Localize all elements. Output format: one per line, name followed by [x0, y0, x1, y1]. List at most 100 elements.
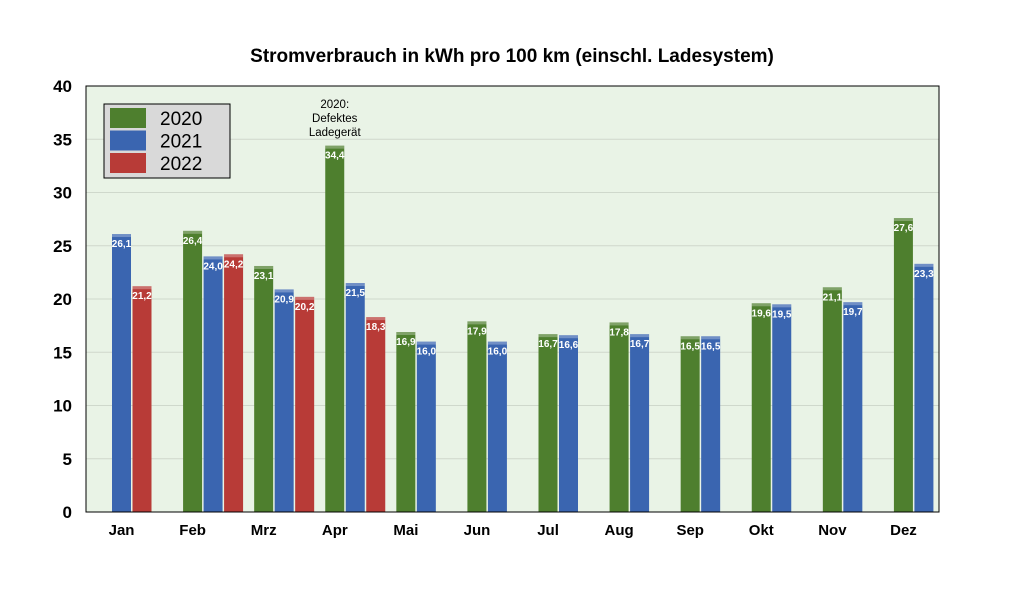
bar-highlight	[183, 230, 203, 234]
data-label: 16,5	[680, 341, 700, 352]
bar-highlight	[680, 336, 700, 340]
plot-frame	[85, 85, 940, 513]
data-label: 34,4	[325, 151, 345, 162]
bar-highlight	[487, 341, 507, 345]
bar-2022-Mrz	[295, 296, 315, 512]
bar-highlight	[467, 321, 487, 325]
bar-highlight	[701, 336, 721, 340]
x-tick-label-feb: Feb	[179, 522, 206, 539]
data-label: 20,9	[274, 294, 294, 305]
bar-2021-Nov	[843, 302, 863, 512]
data-label: 24,2	[224, 259, 244, 270]
x-tick-label-dez: Dez	[890, 522, 917, 539]
bar-highlight	[843, 302, 863, 306]
bar-2021-Aug	[630, 334, 650, 512]
bar-2021-Feb	[203, 256, 223, 512]
data-label: 19,7	[843, 307, 863, 318]
y-tick-label: 10	[53, 397, 72, 416]
data-label: 16,7	[630, 339, 650, 350]
bar-highlight	[112, 234, 131, 238]
y-tick-label: 0	[63, 503, 72, 522]
bar-2020-Dez	[893, 218, 913, 512]
bar-highlight	[630, 334, 650, 338]
bar-2020-Jul	[538, 334, 558, 512]
x-tick-label-okt: Okt	[749, 522, 774, 539]
data-label: 16,6	[559, 340, 579, 351]
y-tick-label: 20	[53, 290, 72, 309]
data-label: 26,4	[183, 236, 203, 247]
bar-2021-Jan	[112, 234, 131, 512]
x-tick-label-jan: Jan	[109, 522, 135, 539]
y-tick-label: 15	[53, 343, 72, 362]
x-tick-label-nov: Nov	[818, 522, 847, 539]
data-label: 16,9	[396, 337, 416, 348]
data-label: 16,0	[417, 347, 437, 358]
chart-title: Stromverbrauch in kWh pro 100 km (einsch…	[250, 46, 774, 67]
bar-2020-Mai	[396, 332, 416, 512]
data-label: 16,7	[538, 339, 558, 350]
x-tick-label-sep: Sep	[676, 522, 704, 539]
y-tick-label: 35	[53, 130, 72, 149]
bar-highlight	[914, 263, 934, 267]
legend-swatch-2022	[110, 153, 146, 173]
data-label: 26,1	[112, 239, 132, 250]
bar-highlight	[822, 287, 842, 291]
bar-2022-Jan	[132, 286, 152, 512]
data-label: 21,2	[132, 291, 152, 302]
bar-highlight	[893, 218, 913, 222]
annotation-text: Defektes	[312, 113, 358, 125]
bar-2022-Apr	[366, 317, 386, 512]
x-tick-label-jun: Jun	[464, 522, 491, 539]
y-tick-label: 25	[53, 237, 72, 256]
data-label: 27,6	[894, 223, 914, 234]
data-label: 16,5	[701, 341, 721, 352]
bar-2022-Feb	[224, 254, 244, 512]
bar-highlight	[132, 286, 152, 290]
data-label: 24,0	[203, 261, 223, 272]
bar-2021-Jun	[487, 341, 507, 512]
bar-2021-Sep	[701, 336, 721, 512]
bar-2021-Dez	[914, 263, 934, 512]
legend-swatch-2020	[110, 108, 146, 128]
bar-highlight	[345, 283, 365, 287]
data-label: 19,5	[772, 309, 792, 320]
bar-2021-Okt	[772, 304, 792, 512]
bar-2021-Mrz	[274, 289, 294, 512]
bar-2020-Okt	[751, 303, 771, 512]
bar-2021-Jul	[559, 335, 578, 512]
annotation-text: Ladegerät	[309, 127, 362, 139]
data-label: 20,2	[295, 302, 315, 313]
x-tick-label-mai: Mai	[393, 522, 418, 539]
bar-2020-Jun	[467, 321, 487, 512]
legend-label-2021: 2021	[160, 132, 202, 153]
bar-highlight	[396, 332, 416, 336]
data-label: 23,3	[914, 269, 934, 280]
bar-2021-Mai	[416, 341, 436, 512]
data-label: 21,1	[823, 292, 843, 303]
data-label: 17,8	[609, 327, 629, 338]
y-tick-label: 30	[53, 184, 72, 203]
x-tick-label-apr: Apr	[322, 522, 348, 539]
bar-highlight	[416, 341, 436, 345]
bar-highlight	[609, 322, 629, 326]
annotation-text: 2020:	[320, 99, 349, 111]
x-tick-label-jul: Jul	[537, 522, 559, 539]
bar-2020-Feb	[183, 230, 203, 512]
x-tick-label-aug: Aug	[605, 522, 634, 539]
bar-highlight	[772, 304, 792, 308]
data-label: 21,5	[346, 288, 366, 299]
data-label: 18,3	[366, 322, 386, 333]
x-tick-label-mrz: Mrz	[251, 522, 277, 539]
y-tick-label: 5	[63, 450, 72, 469]
bar-highlight	[751, 303, 771, 307]
bar-highlight	[295, 296, 315, 300]
bar-2020-Mrz	[254, 265, 274, 512]
bar-2020-Nov	[822, 287, 842, 512]
bar-highlight	[224, 254, 244, 258]
bar-highlight	[203, 256, 223, 260]
bar-highlight	[559, 335, 578, 339]
bar-2020-Sep	[680, 336, 700, 512]
data-label: 17,9	[467, 326, 487, 337]
